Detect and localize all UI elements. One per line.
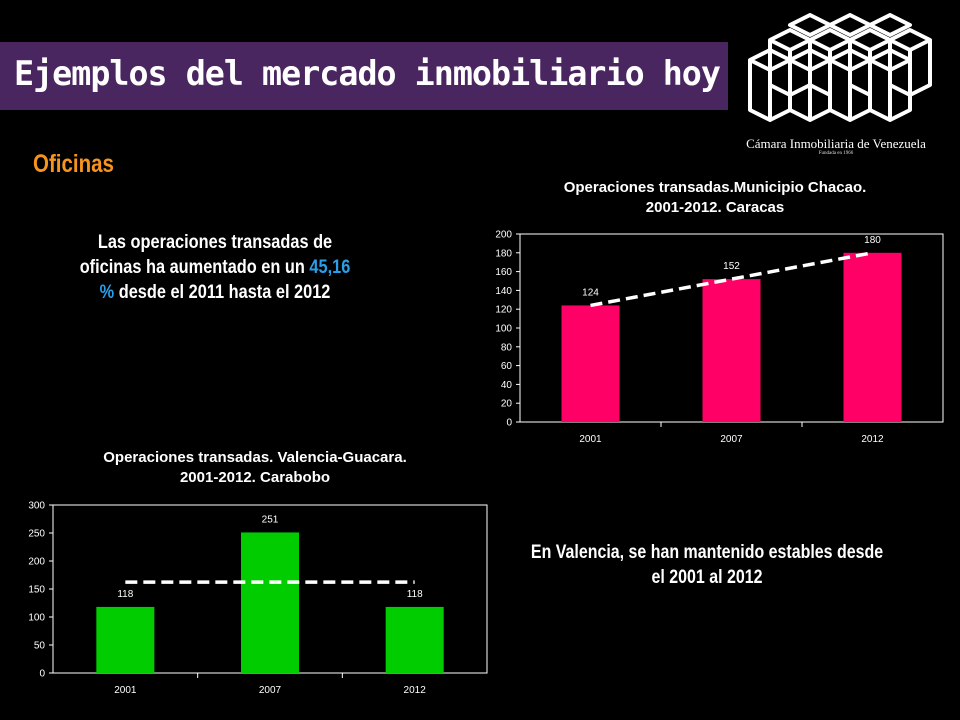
logo-cubes-icon [748,13,932,122]
valencia-bar [385,606,444,673]
section-label: Oficinas [33,150,114,178]
chart-chacao-title: Operaciones transadas.Municipio Chacao. … [490,178,940,218]
chart-valencia-title: Operaciones transadas. Valencia-Guacara.… [30,448,480,488]
chacao-xtick-label: 2001 [579,434,602,445]
chacao-note: Las operaciones transadas de oficinas ha… [77,230,352,305]
chacao-ytick-label: 140 [495,286,512,297]
chacao-bar [843,252,902,422]
chacao-data-label: 124 [582,287,599,298]
chacao-xtick-label: 2012 [861,434,884,445]
logo-name: Cámara Inmobiliaria de Venezuela [746,136,926,151]
chacao-ytick-label: 100 [495,324,512,335]
chacao-ytick-label: 40 [501,380,513,391]
valencia-xtick-label: 2001 [114,685,137,696]
valencia-data-label: 118 [117,589,133,600]
chart-chacao-title-line1: Operaciones transadas.Municipio Chacao. [563,179,867,196]
page-title: Ejemplos del mercado inmobiliario hoy [14,54,721,94]
title-bar: Ejemplos del mercado inmobiliario hoy [0,42,728,110]
valencia-ytick-label: 200 [28,557,45,568]
logo-subtitle: Fundada en 1966 [818,151,854,156]
chart-valencia: 0 50 100 150 200 250 300 2001 118 2007 251 2012 118 [28,501,488,696]
chacao-ytick-label: 0 [506,418,512,429]
chacao-ytick-label: 180 [495,248,512,259]
valencia-ytick-label: 250 [28,529,45,540]
chart-chacao: 0 20 40 60 80 100 120 140 160 180 200 2001 124 2007 15… [495,230,944,445]
valencia-ytick-label: 100 [28,613,45,624]
chacao-note-before: Las operaciones transadas de oficinas ha… [79,232,333,278]
valencia-ytick-label: 0 [39,669,45,680]
chacao-ytick-label: 20 [501,399,513,410]
chacao-bar [702,279,761,422]
chacao-xtick-label: 2007 [720,434,743,445]
chacao-trendline [590,251,873,308]
chacao-note-highlight: 45,16 % [99,257,351,303]
chacao-ytick-label: 200 [495,230,512,241]
chacao-data-label: 180 [864,235,881,246]
valencia-bar [96,606,155,673]
chacao-ytick-label: 160 [495,267,512,278]
valencia-data-label: 251 [262,514,279,525]
valencia-data-label: 118 [407,589,423,600]
valencia-ytick-label: 150 [28,585,45,596]
chart-chacao-title-line2: 2001-2012. Caracas [645,199,785,216]
chacao-ytick-label: 60 [501,361,513,372]
valencia-xtick-label: 2012 [404,685,427,696]
chacao-ytick-label: 80 [501,342,513,353]
chacao-ytick-label: 120 [495,305,512,316]
chart-valencia-title-line1: Operaciones transadas. Valencia-Guacara. [103,449,407,466]
chacao-bar [561,305,620,422]
valencia-note: En Valencia, se han mantenido estables d… [530,542,884,588]
valencia-xtick-label: 2007 [259,685,282,696]
valencia-ytick-label: 50 [34,641,46,652]
valencia-ytick-label: 300 [28,501,45,512]
valencia-bar [241,532,299,673]
chacao-data-label: 152 [723,261,740,272]
chacao-note-after: desde el 2011 hasta el 2012 [118,282,331,303]
chart-valencia-title-line2: 2001-2012. Carabobo [179,469,331,486]
